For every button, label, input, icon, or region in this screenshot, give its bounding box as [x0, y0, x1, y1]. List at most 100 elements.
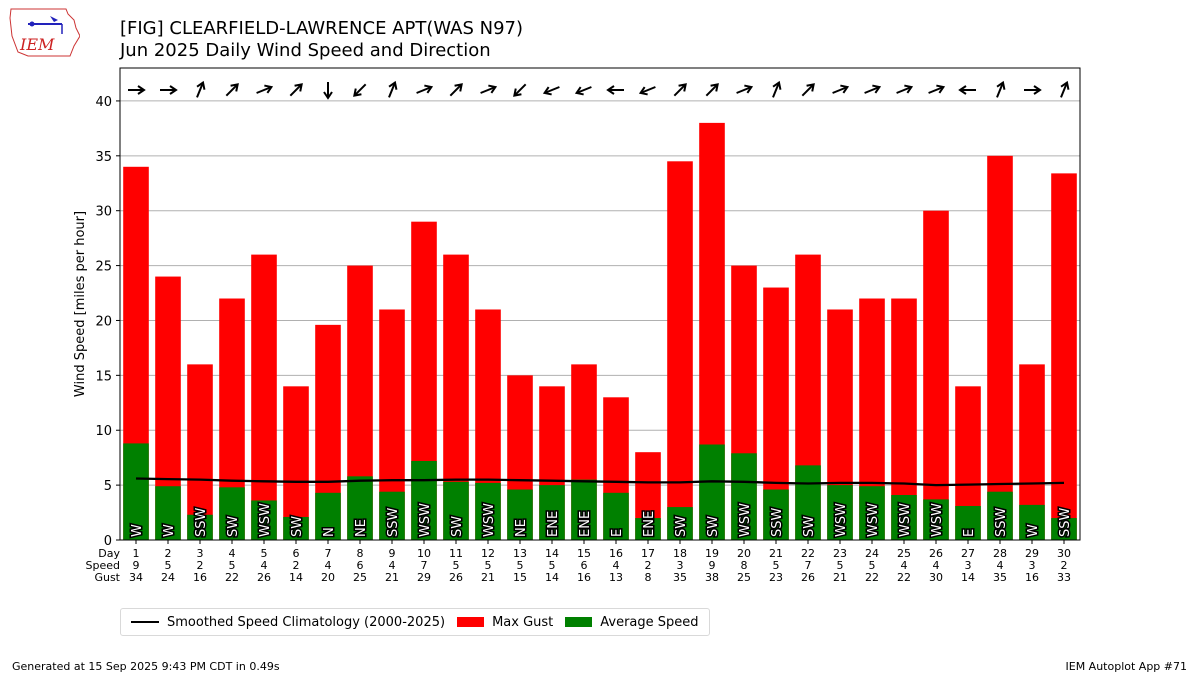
row-header: Day — [98, 547, 120, 560]
legend-climatology-label: Smoothed Speed Climatology (2000-2025) — [167, 614, 446, 630]
day-label: 13 — [513, 547, 527, 560]
day-label: 19 — [705, 547, 719, 560]
wind-arrow-shaft — [544, 86, 560, 94]
speed-label: 2 — [645, 559, 652, 572]
day-label: 16 — [609, 547, 623, 560]
wind-arrow-head — [806, 83, 815, 92]
wind-arrow-shaft — [673, 83, 687, 97]
direction-label: SW — [674, 516, 689, 537]
wind-arrow-shaft — [864, 86, 880, 94]
wind-arrow — [896, 84, 914, 94]
wind-arrow — [928, 84, 946, 94]
speed-label: 6 — [581, 559, 588, 572]
wind-arrow-shaft — [801, 83, 815, 97]
chart-title: [FIG] CLEARFIELD-LAWRENCE APT(WAS N97) — [120, 18, 524, 39]
wind-arrow-head — [996, 80, 1006, 90]
wind-arrow-head — [606, 85, 615, 95]
gust-label: 29 — [417, 571, 431, 584]
plot-frame — [119, 67, 1081, 541]
day-label: 15 — [577, 547, 591, 560]
wind-arrow — [128, 85, 146, 95]
wind-arrow-head — [872, 84, 882, 94]
y-tick-label: 0 — [104, 534, 112, 549]
wind-arrow — [449, 83, 463, 97]
y-tick-label: 10 — [95, 424, 112, 439]
wind-arrow-head — [353, 88, 362, 97]
direction-label: ENE — [578, 511, 593, 537]
wind-arrow — [958, 85, 976, 95]
day-label: 21 — [769, 547, 783, 560]
y-tick-label: 25 — [95, 260, 112, 275]
gust-label: 26 — [449, 571, 463, 584]
gust-bar — [251, 254, 277, 540]
gust-label: 22 — [225, 571, 239, 584]
gust-bar — [187, 364, 213, 540]
wind-arrow — [225, 83, 239, 97]
legend-average: Average Speed — [565, 615, 699, 630]
legend-average-swatch — [565, 617, 593, 627]
gust-label: 33 — [1057, 571, 1071, 584]
legend-line-swatch — [131, 621, 159, 623]
speed-label: 9 — [709, 559, 716, 572]
speed-bar — [155, 486, 181, 540]
speed-label: 2 — [293, 559, 300, 572]
day-label: 12 — [481, 547, 495, 560]
wind-arrow-head — [936, 84, 946, 94]
wind-arrow — [1060, 80, 1070, 98]
gust-label: 21 — [833, 571, 847, 584]
direction-label: SW — [450, 516, 465, 537]
wind-arrow-shaft — [772, 82, 780, 98]
gust-bar — [667, 161, 693, 541]
speed-bar — [731, 453, 757, 540]
direction-label: SSW — [994, 507, 1009, 537]
wind-arrow-shaft — [1060, 82, 1068, 98]
speed-label: 3 — [1029, 559, 1036, 572]
speed-label: 5 — [453, 559, 460, 572]
speed-bar — [699, 444, 725, 540]
wind-arrow — [606, 85, 624, 95]
gust-label: 8 — [645, 571, 652, 584]
direction-label: SW — [706, 516, 721, 537]
svg-text:IEM: IEM — [19, 35, 55, 54]
day-label: 17 — [641, 547, 655, 560]
wind-arrow-head — [744, 84, 754, 94]
wind-arrow-shaft — [736, 86, 752, 94]
chart-subtitle: Jun 2025 Daily Wind Speed and Direction — [120, 40, 491, 61]
y-tick-label: 20 — [95, 314, 112, 329]
wind-arrow-shaft — [196, 82, 204, 98]
day-label: 7 — [325, 547, 332, 560]
iem-logo: IEM — [9, 8, 80, 57]
gust-label: 34 — [129, 571, 143, 584]
speed-bar — [763, 489, 789, 540]
gust-label: 21 — [481, 571, 495, 584]
wind-arrow — [196, 80, 206, 98]
day-label: 23 — [833, 547, 847, 560]
wind-arrow-head — [840, 84, 850, 94]
speed-bar — [379, 491, 405, 540]
gust-label: 24 — [161, 571, 175, 584]
gust-label: 16 — [193, 571, 207, 584]
wind-arrow-shaft — [705, 83, 719, 97]
wind-chart: W W SSW SW WSW SW N NE SSW WSW SW WSW NE ENE ENE E ENE SW… — [73, 67, 1081, 584]
wind-arrow-head — [904, 84, 914, 94]
generated-timestamp: Generated at 15 Sep 2025 9:43 PM CDT in … — [12, 660, 280, 673]
day-label: 22 — [801, 547, 815, 560]
day-label: 26 — [929, 547, 943, 560]
direction-label: ENE — [642, 511, 657, 537]
speed-label: 4 — [613, 559, 620, 572]
speed-bar — [187, 514, 213, 540]
direction-label: W — [1026, 524, 1041, 537]
speed-bar — [539, 485, 565, 540]
direction-label: NE — [354, 519, 369, 537]
direction-label: N — [322, 527, 337, 537]
speed-bar — [123, 443, 149, 540]
gust-label: 16 — [1025, 571, 1039, 584]
speed-label: 4 — [389, 559, 396, 572]
legend-gust-swatch — [457, 617, 485, 627]
day-label: 18 — [673, 547, 687, 560]
gust-label: 16 — [577, 571, 591, 584]
gust-label: 26 — [257, 571, 271, 584]
wind-arrow-head — [513, 88, 522, 97]
speed-label: 5 — [229, 559, 236, 572]
speed-bar — [859, 486, 885, 540]
